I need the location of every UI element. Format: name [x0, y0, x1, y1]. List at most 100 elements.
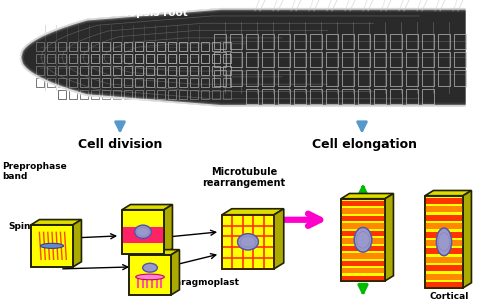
- Bar: [341, 238, 385, 244]
- Text: Cell elongation: Cell elongation: [312, 137, 417, 151]
- Bar: [201, 54, 209, 63]
- Bar: [113, 90, 121, 98]
- Bar: [425, 215, 463, 221]
- Bar: [390, 89, 402, 104]
- Bar: [135, 78, 143, 87]
- Bar: [69, 90, 77, 98]
- Bar: [113, 78, 121, 87]
- Bar: [190, 42, 198, 51]
- Bar: [212, 54, 220, 63]
- Bar: [157, 66, 165, 75]
- Polygon shape: [171, 250, 180, 295]
- Bar: [222, 215, 274, 269]
- Bar: [58, 66, 66, 75]
- Bar: [374, 52, 386, 67]
- Bar: [179, 90, 187, 98]
- Bar: [102, 90, 110, 98]
- Polygon shape: [31, 220, 82, 225]
- Bar: [294, 70, 306, 86]
- Bar: [406, 34, 418, 49]
- Bar: [58, 42, 66, 51]
- Bar: [91, 78, 99, 87]
- Bar: [190, 66, 198, 75]
- Bar: [135, 90, 143, 98]
- Bar: [341, 231, 385, 236]
- Bar: [422, 34, 434, 49]
- Bar: [135, 66, 143, 75]
- Bar: [214, 34, 226, 49]
- Bar: [47, 66, 55, 75]
- Bar: [438, 70, 450, 86]
- Bar: [157, 42, 165, 51]
- Bar: [157, 90, 165, 98]
- Bar: [222, 215, 274, 269]
- Bar: [341, 253, 385, 259]
- Ellipse shape: [354, 227, 372, 252]
- Bar: [91, 42, 99, 51]
- Bar: [179, 54, 187, 63]
- Bar: [179, 66, 187, 75]
- Bar: [390, 34, 402, 49]
- Bar: [80, 54, 88, 63]
- Bar: [157, 54, 165, 63]
- Bar: [168, 54, 176, 63]
- Bar: [91, 54, 99, 63]
- Bar: [201, 42, 209, 51]
- Bar: [201, 90, 209, 98]
- Polygon shape: [463, 190, 471, 288]
- Bar: [342, 70, 354, 86]
- Bar: [294, 52, 306, 67]
- Bar: [294, 89, 306, 104]
- Bar: [278, 70, 290, 86]
- Bar: [157, 78, 165, 87]
- Bar: [122, 227, 164, 243]
- Bar: [246, 89, 258, 104]
- Bar: [69, 66, 77, 75]
- Bar: [113, 42, 121, 51]
- Bar: [122, 210, 164, 254]
- Bar: [342, 34, 354, 49]
- Bar: [310, 89, 322, 104]
- Bar: [58, 54, 66, 63]
- Bar: [223, 78, 231, 87]
- Bar: [425, 257, 463, 263]
- Bar: [47, 78, 55, 87]
- Bar: [425, 240, 463, 246]
- Bar: [425, 223, 463, 229]
- Bar: [425, 282, 463, 288]
- Bar: [341, 246, 385, 251]
- Bar: [214, 52, 226, 67]
- Bar: [190, 54, 198, 63]
- Bar: [102, 78, 110, 87]
- Bar: [341, 199, 385, 281]
- Bar: [80, 66, 88, 75]
- Bar: [341, 216, 385, 221]
- Bar: [454, 34, 466, 49]
- Bar: [80, 42, 88, 51]
- Bar: [310, 70, 322, 86]
- Bar: [262, 34, 274, 49]
- Bar: [146, 78, 154, 87]
- Polygon shape: [164, 205, 172, 254]
- Bar: [438, 52, 450, 67]
- Bar: [146, 54, 154, 63]
- Bar: [230, 52, 242, 67]
- Bar: [342, 52, 354, 67]
- Bar: [262, 70, 274, 86]
- Bar: [69, 54, 77, 63]
- Bar: [124, 78, 132, 87]
- Bar: [341, 223, 385, 229]
- Ellipse shape: [136, 274, 164, 280]
- Polygon shape: [122, 205, 172, 210]
- Bar: [168, 78, 176, 87]
- Bar: [406, 52, 418, 67]
- Bar: [80, 78, 88, 87]
- Bar: [91, 66, 99, 75]
- Bar: [223, 54, 231, 63]
- Bar: [223, 42, 231, 51]
- Bar: [246, 70, 258, 86]
- Bar: [69, 42, 77, 51]
- Bar: [262, 52, 274, 67]
- Polygon shape: [222, 209, 284, 215]
- Bar: [422, 70, 434, 86]
